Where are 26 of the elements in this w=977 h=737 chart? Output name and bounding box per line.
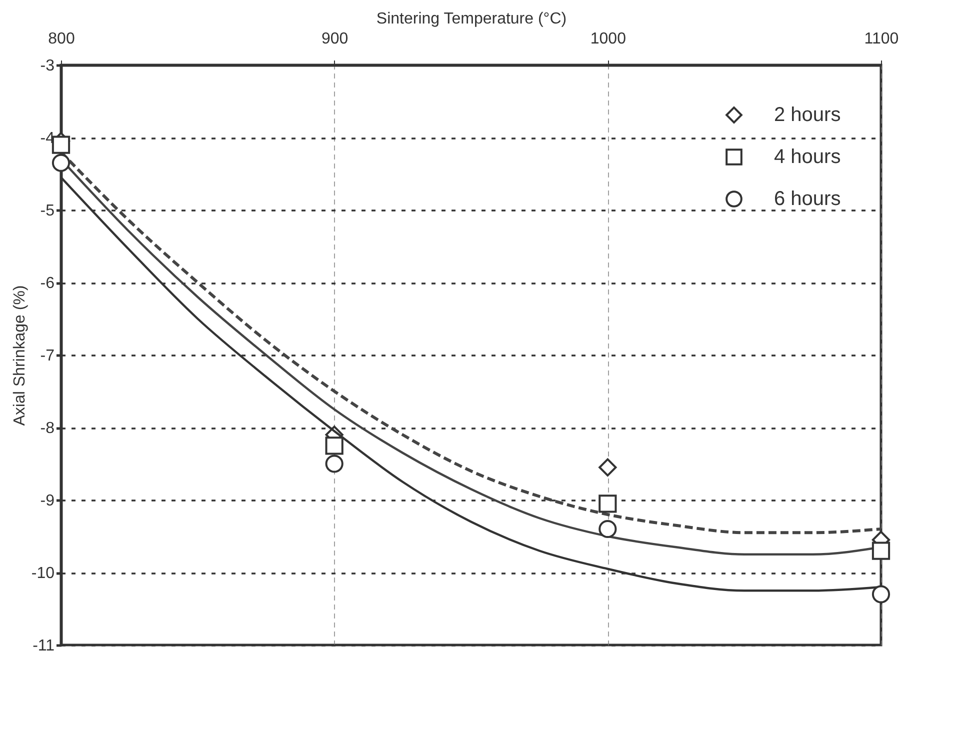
y-tick-label: -5 (40, 202, 55, 220)
point (598, 494, 617, 513)
y-tick-label: -10 (31, 565, 55, 582)
point (325, 436, 344, 455)
legend-label: 4 hours (774, 146, 841, 168)
y-tick-label: -3 (40, 58, 55, 74)
point (872, 542, 890, 560)
legend-label: 6 hours (774, 188, 841, 210)
y-axis-title: Axial Shrinkage (%) (11, 285, 28, 426)
y-tick-label: -6 (40, 275, 55, 292)
x-tick-label: 800 (48, 30, 75, 48)
y-tick-label: -8 (40, 420, 55, 437)
point (52, 136, 70, 154)
x-tick-label: 1000 (590, 30, 626, 48)
x-axis-title: Sintering Temperature (°C) (376, 10, 567, 28)
x-tick-label: 1100 (864, 30, 899, 48)
point (52, 154, 70, 172)
y-tick-label: -7 (40, 348, 55, 364)
point (872, 585, 890, 604)
legend-label: 2 hours (774, 104, 841, 126)
point (598, 458, 617, 476)
y-tick-label: -9 (40, 492, 55, 510)
y-tick-label: -11 (32, 638, 55, 654)
point (325, 454, 344, 473)
x-tick-label: 900 (321, 30, 348, 48)
point (598, 520, 617, 538)
